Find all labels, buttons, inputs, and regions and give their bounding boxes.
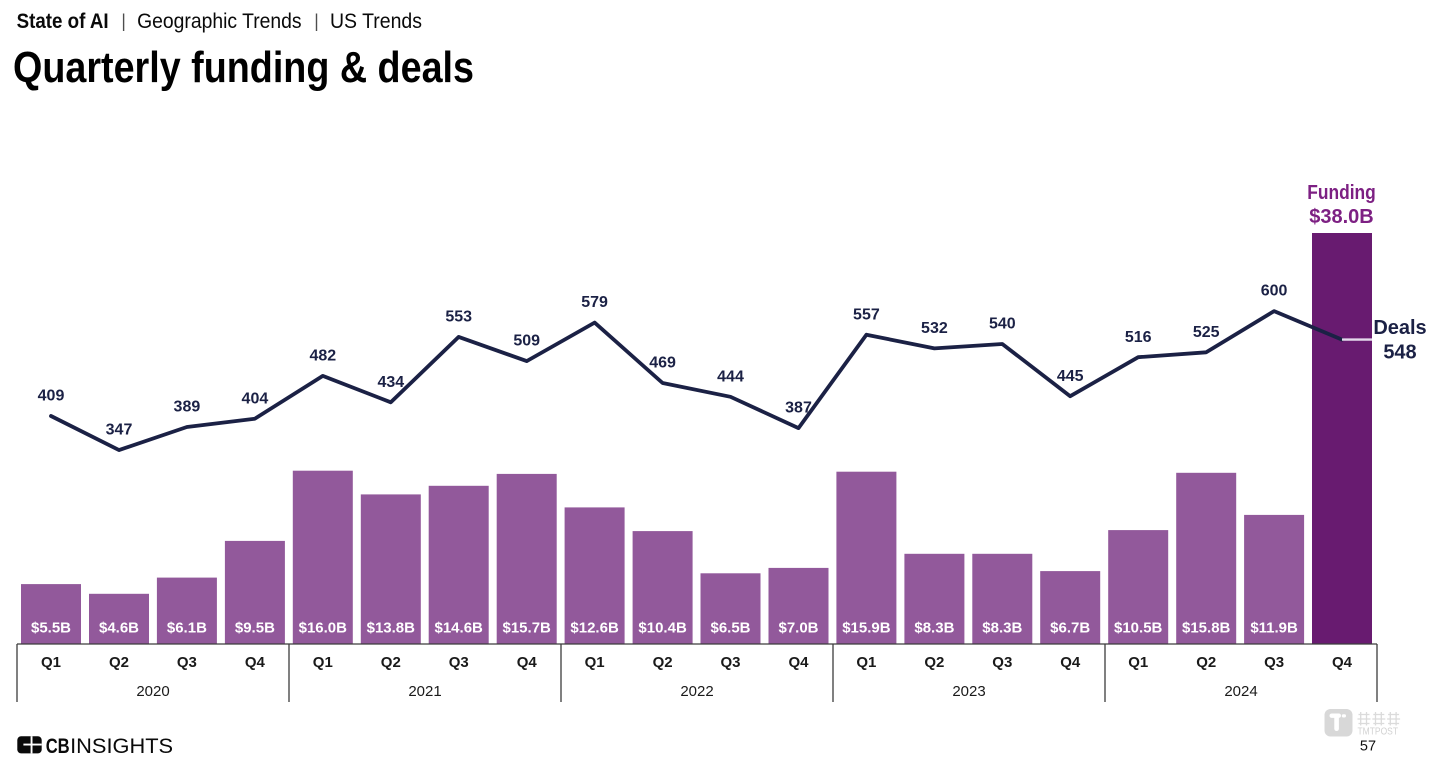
svg-text:Q3: Q3 xyxy=(720,654,740,671)
svg-text:Q2: Q2 xyxy=(381,654,401,671)
svg-text:Q4: Q4 xyxy=(1332,654,1353,671)
svg-text:Q3: Q3 xyxy=(177,654,197,671)
svg-text:Quarterly funding & deals: Quarterly funding & deals xyxy=(13,43,474,92)
svg-text:$15.7B: $15.7B xyxy=(503,619,552,636)
svg-text:Q3: Q3 xyxy=(1264,654,1284,671)
svg-text:387: 387 xyxy=(785,400,812,417)
svg-text:$13.8B: $13.8B xyxy=(367,619,416,636)
svg-text:$11.9B: $11.9B xyxy=(1250,619,1298,636)
svg-text:2020: 2020 xyxy=(136,683,169,700)
svg-text:579: 579 xyxy=(581,294,608,311)
svg-text:445: 445 xyxy=(1057,368,1084,385)
svg-text:532: 532 xyxy=(921,320,948,337)
svg-text:$10.4B: $10.4B xyxy=(638,619,687,636)
svg-text:525: 525 xyxy=(1193,324,1220,341)
svg-text:Q2: Q2 xyxy=(1196,654,1216,671)
svg-text:Q2: Q2 xyxy=(109,654,129,671)
svg-text:Q1: Q1 xyxy=(585,654,605,671)
svg-text:US Trends: US Trends xyxy=(330,10,422,33)
svg-text:2023: 2023 xyxy=(952,683,985,700)
svg-text:2022: 2022 xyxy=(680,683,713,700)
svg-text:TMTPOST: TMTPOST xyxy=(1358,727,1399,738)
svg-text:389: 389 xyxy=(174,399,201,416)
svg-text:Q4: Q4 xyxy=(788,654,809,671)
svg-text:Q1: Q1 xyxy=(313,654,333,671)
svg-text:516: 516 xyxy=(1125,329,1152,346)
svg-text:Geographic Trends: Geographic Trends xyxy=(137,10,302,33)
svg-text:Q2: Q2 xyxy=(653,654,673,671)
svg-text:Q1: Q1 xyxy=(856,654,876,671)
svg-text:409: 409 xyxy=(38,388,65,405)
svg-text:$16.0B: $16.0B xyxy=(299,619,348,636)
svg-text:Q2: Q2 xyxy=(924,654,944,671)
svg-text:Deals: Deals xyxy=(1373,317,1426,339)
svg-text:347: 347 xyxy=(106,422,133,439)
svg-text:INSIGHTS: INSIGHTS xyxy=(70,735,173,758)
svg-text:540: 540 xyxy=(989,316,1016,333)
svg-text:444: 444 xyxy=(717,368,744,385)
svg-text:509: 509 xyxy=(513,333,540,350)
svg-text:2024: 2024 xyxy=(1224,683,1257,700)
svg-text:$10.5B: $10.5B xyxy=(1114,619,1163,636)
svg-text:$6.5B: $6.5B xyxy=(710,619,750,636)
svg-text:$12.6B: $12.6B xyxy=(570,619,619,636)
svg-text:CB: CB xyxy=(46,735,70,758)
svg-text:$9.5B: $9.5B xyxy=(235,619,275,636)
svg-text:$4.6B: $4.6B xyxy=(99,619,139,636)
svg-text:$7.0B: $7.0B xyxy=(778,619,818,636)
svg-text:Q4: Q4 xyxy=(1060,654,1081,671)
svg-text:482: 482 xyxy=(309,348,336,365)
svg-text:$6.1B: $6.1B xyxy=(167,619,207,636)
svg-text:553: 553 xyxy=(445,309,472,326)
svg-text:$8.3B: $8.3B xyxy=(914,619,954,636)
svg-text:2021: 2021 xyxy=(408,683,441,700)
svg-text:600: 600 xyxy=(1261,283,1288,300)
svg-text:$14.6B: $14.6B xyxy=(435,619,484,636)
svg-text:$38.0B: $38.0B xyxy=(1309,206,1374,228)
svg-text:57: 57 xyxy=(1360,739,1376,755)
svg-text:Q1: Q1 xyxy=(41,654,61,671)
svg-text:$8.3B: $8.3B xyxy=(982,619,1022,636)
svg-text:404: 404 xyxy=(242,390,269,407)
svg-text:Funding: Funding xyxy=(1307,182,1376,204)
svg-text:434: 434 xyxy=(377,374,404,391)
svg-text:$15.9B: $15.9B xyxy=(842,619,891,636)
svg-text:Q4: Q4 xyxy=(245,654,266,671)
svg-text:$6.7B: $6.7B xyxy=(1050,619,1090,636)
svg-text:548: 548 xyxy=(1383,341,1416,363)
svg-text:$15.8B: $15.8B xyxy=(1182,619,1231,636)
svg-text:Q1: Q1 xyxy=(1128,654,1148,671)
svg-text:Q3: Q3 xyxy=(449,654,469,671)
svg-text:557: 557 xyxy=(853,306,880,323)
svg-text:469: 469 xyxy=(649,355,676,372)
svg-text:$5.5B: $5.5B xyxy=(31,619,71,636)
svg-text:State of AI: State of AI xyxy=(17,10,109,33)
svg-text:Q3: Q3 xyxy=(992,654,1012,671)
svg-text:Q4: Q4 xyxy=(517,654,538,671)
